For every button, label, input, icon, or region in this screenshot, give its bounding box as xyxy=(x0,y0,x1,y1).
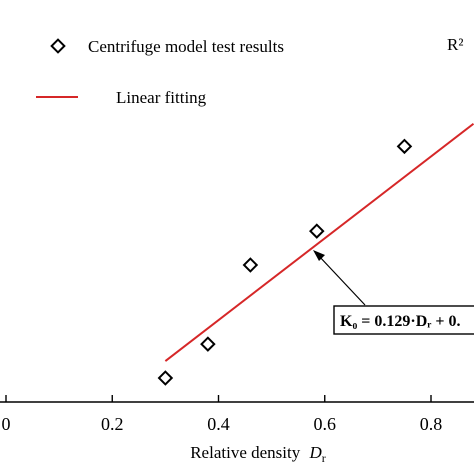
arrow-shaft xyxy=(317,254,366,306)
r-squared-label: R² xyxy=(447,35,463,54)
x-tick-labels: 0 0.2 0.4 0.6 0.8 xyxy=(2,414,443,434)
equation-box-border xyxy=(333,305,474,335)
x-tick-label-4: 0.8 xyxy=(420,414,443,434)
x-axis-label-subscript: r xyxy=(322,451,326,465)
data-point-2 xyxy=(242,257,259,273)
legend-label-line: Linear fitting xyxy=(116,88,207,107)
x-axis-label-symbol: D xyxy=(308,443,322,462)
fit-line xyxy=(164,122,474,362)
x-tick-label-0: 0 xyxy=(2,414,11,434)
data-point-0 xyxy=(157,370,174,386)
x-axis-label: Relative density Dr xyxy=(190,443,326,465)
data-point-3 xyxy=(309,223,325,239)
equation-text: K₀ = 0.129·Dᵣ + 0. xyxy=(340,313,460,330)
axes: 0 0.2 0.4 0.6 0.8 xyxy=(0,395,474,434)
legend-label-scatter: Centrifuge model test results xyxy=(88,37,284,56)
x-tick-label-3: 0.6 xyxy=(314,414,337,434)
data-point-1 xyxy=(200,336,216,352)
x-ticks xyxy=(5,395,432,402)
equation-box: K₀ = 0.129·Dᵣ + 0. xyxy=(333,305,474,335)
x-tick-label-1: 0.2 xyxy=(101,414,124,434)
x-tick-label-2: 0.4 xyxy=(207,414,230,434)
points-layer xyxy=(157,138,413,386)
legend-marker-icon xyxy=(50,38,66,54)
arrow-annotation xyxy=(313,250,366,306)
data-point-4 xyxy=(396,138,413,155)
x-axis-title: Relative density Dr xyxy=(190,443,326,465)
arrow-head-icon xyxy=(313,250,325,261)
fit-line-layer xyxy=(164,122,474,362)
x-axis-label-text: Relative density xyxy=(190,443,301,462)
legend: Centrifuge model test results Linear fit… xyxy=(36,37,284,107)
